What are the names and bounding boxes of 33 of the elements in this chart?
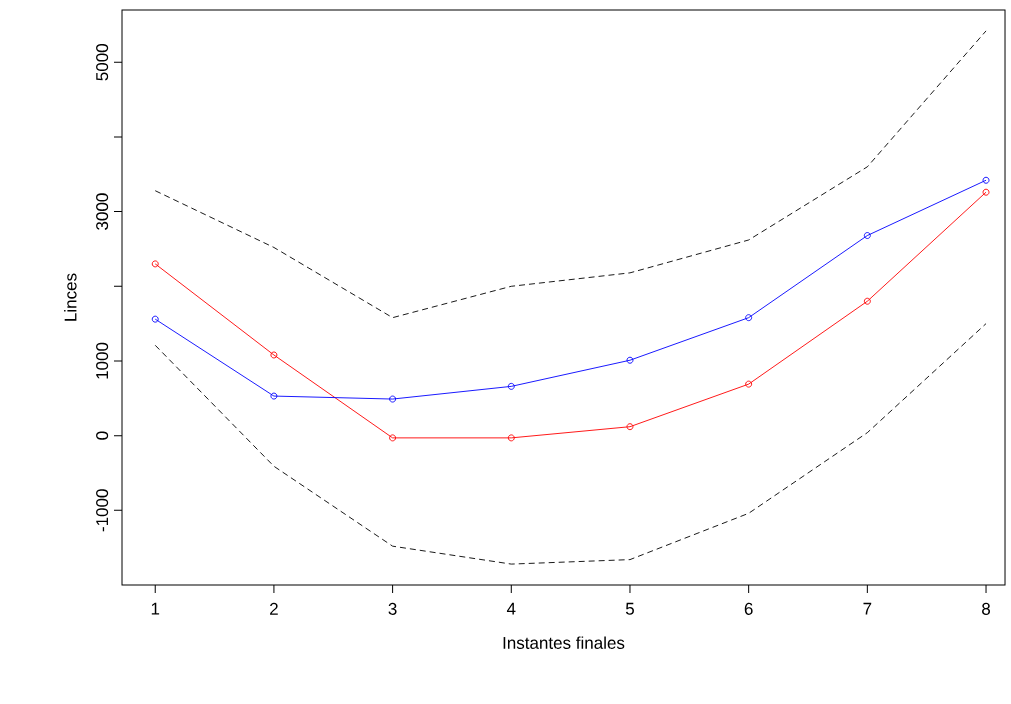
- y-axis-title: Linces: [64, 273, 77, 321]
- point: [626, 423, 634, 431]
- y-tick-label: 5000: [96, 44, 109, 81]
- y-tick-label: -1000: [96, 489, 109, 532]
- point: [745, 380, 753, 388]
- point: [270, 392, 278, 400]
- point: [982, 176, 990, 184]
- point: [389, 395, 397, 403]
- x-tick-label: 4: [506, 602, 516, 615]
- x-tick-label: 5: [625, 602, 634, 615]
- point: [151, 260, 159, 268]
- x-tick-label: 2: [270, 602, 278, 615]
- x-tick-label: 3: [388, 602, 397, 615]
- y-tick-label: 0: [96, 431, 109, 440]
- x-tick-label: 6: [744, 602, 753, 615]
- x-tick-label: 1: [151, 602, 160, 615]
- y-tick-label: 3000: [96, 193, 109, 230]
- point: [507, 382, 515, 390]
- point: [982, 188, 990, 196]
- x-axis-title: Instantes finales: [503, 636, 625, 649]
- y-tick-label: 1000: [96, 342, 109, 379]
- point: [151, 315, 159, 323]
- point: [745, 314, 753, 322]
- point: [507, 434, 515, 442]
- line-series: [154, 30, 987, 319]
- point: [863, 232, 871, 239]
- point: [270, 351, 278, 359]
- x-tick-label: 8: [982, 602, 991, 615]
- line-series: [154, 323, 987, 565]
- point: [863, 297, 871, 305]
- x-tick-label: 7: [863, 602, 872, 615]
- point: [626, 356, 634, 364]
- point: [389, 434, 397, 442]
